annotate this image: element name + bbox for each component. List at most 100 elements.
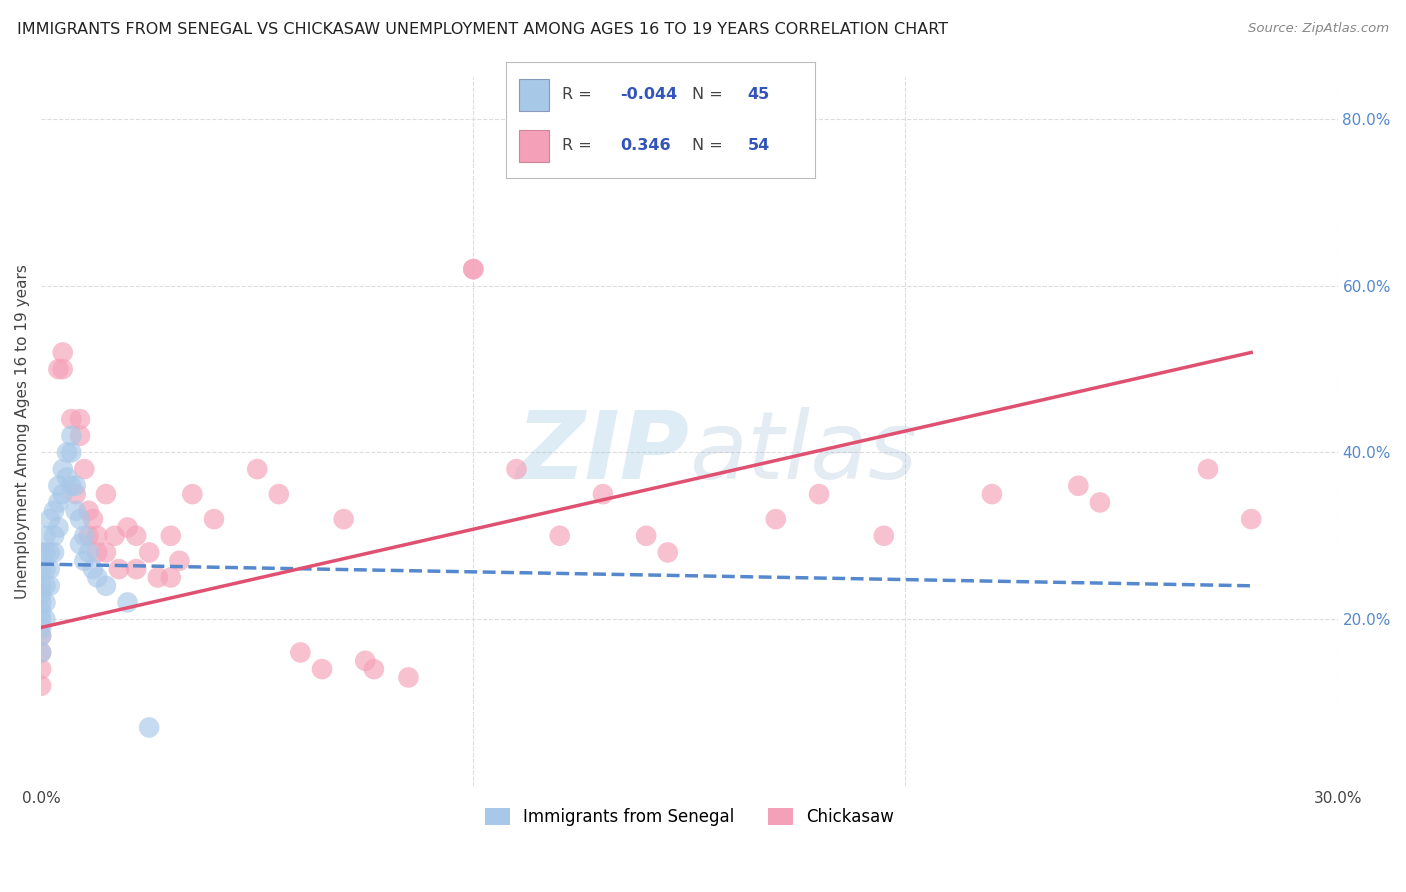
Point <box>30 629 52 643</box>
Text: R =: R = <box>562 138 596 153</box>
Point <box>592 487 614 501</box>
Point <box>34 612 56 626</box>
Point <box>60 412 83 426</box>
Point <box>94 487 117 501</box>
Text: IMMIGRANTS FROM SENEGAL VS CHICKASAW UNEMPLOYMENT AMONG AGES 16 TO 19 YEARS CORR: IMMIGRANTS FROM SENEGAL VS CHICKASAW UNE… <box>17 22 948 37</box>
Point <box>657 545 679 559</box>
Point <box>103 529 125 543</box>
Point <box>30 587 52 601</box>
Point <box>73 554 96 568</box>
Y-axis label: Unemployment Among Ages 16 to 19 years: Unemployment Among Ages 16 to 19 years <box>15 264 30 599</box>
Point <box>69 429 91 443</box>
Text: N =: N = <box>692 87 728 103</box>
Point <box>159 529 181 543</box>
Point <box>73 529 96 543</box>
Point <box>38 579 60 593</box>
Point <box>765 512 787 526</box>
Text: 54: 54 <box>748 138 769 153</box>
Point <box>42 529 65 543</box>
Point <box>636 529 658 543</box>
Bar <box>519 78 550 112</box>
Point <box>34 529 56 543</box>
Point <box>65 479 87 493</box>
Point <box>48 495 70 509</box>
Point <box>86 545 108 559</box>
Point <box>94 545 117 559</box>
Point <box>77 529 100 543</box>
Point <box>60 445 83 459</box>
Point <box>30 679 52 693</box>
Point <box>246 462 269 476</box>
Point <box>30 645 52 659</box>
Point <box>138 545 160 559</box>
Point <box>117 520 139 534</box>
Point <box>52 345 75 359</box>
Text: 0.346: 0.346 <box>620 138 671 153</box>
Point <box>1067 479 1090 493</box>
Point <box>34 579 56 593</box>
Point <box>38 545 60 559</box>
Point <box>1088 495 1111 509</box>
Point <box>42 504 65 518</box>
Point <box>363 662 385 676</box>
Point <box>30 629 52 643</box>
Text: R =: R = <box>562 87 596 103</box>
Point <box>69 412 91 426</box>
Point <box>311 662 333 676</box>
Point <box>117 595 139 609</box>
Text: -0.044: -0.044 <box>620 87 678 103</box>
Point <box>60 429 83 443</box>
Point <box>463 262 485 277</box>
Point <box>77 504 100 518</box>
Point <box>30 612 52 626</box>
Point <box>65 487 87 501</box>
Point <box>332 512 354 526</box>
Point <box>30 620 52 634</box>
Point <box>38 562 60 576</box>
Point <box>65 504 87 518</box>
Point <box>505 462 527 476</box>
Point <box>48 520 70 534</box>
Point <box>169 554 191 568</box>
Point <box>56 470 79 484</box>
Point <box>108 562 131 576</box>
Point <box>30 545 52 559</box>
Point <box>34 595 56 609</box>
Point <box>159 570 181 584</box>
Point <box>873 529 896 543</box>
Point <box>463 262 485 277</box>
Point <box>60 479 83 493</box>
Point <box>980 487 1002 501</box>
Point <box>398 670 420 684</box>
Point <box>34 545 56 559</box>
Point <box>548 529 571 543</box>
Point <box>69 512 91 526</box>
Point <box>202 512 225 526</box>
Point <box>30 645 52 659</box>
Point <box>86 529 108 543</box>
Point <box>38 512 60 526</box>
Text: ZIP: ZIP <box>516 407 689 499</box>
Point <box>52 362 75 376</box>
Point <box>48 362 70 376</box>
Point <box>354 654 377 668</box>
Point <box>1240 512 1263 526</box>
Text: N =: N = <box>692 138 728 153</box>
Point <box>42 545 65 559</box>
Point <box>52 487 75 501</box>
Point <box>30 579 52 593</box>
Point <box>73 462 96 476</box>
Legend: Immigrants from Senegal, Chickasaw: Immigrants from Senegal, Chickasaw <box>477 799 903 834</box>
Point <box>138 721 160 735</box>
Point <box>181 487 204 501</box>
Point <box>30 562 52 576</box>
Point <box>77 545 100 559</box>
Point <box>30 604 52 618</box>
Text: atlas: atlas <box>689 408 918 499</box>
Bar <box>519 129 550 162</box>
Point <box>56 445 79 459</box>
Text: Source: ZipAtlas.com: Source: ZipAtlas.com <box>1249 22 1389 36</box>
Point <box>69 537 91 551</box>
Point <box>48 479 70 493</box>
Point <box>82 562 104 576</box>
